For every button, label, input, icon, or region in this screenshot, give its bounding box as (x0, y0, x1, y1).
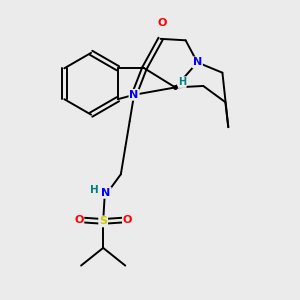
Text: S: S (99, 216, 107, 226)
Text: N: N (101, 188, 111, 198)
Text: N: N (193, 57, 202, 68)
Text: N: N (130, 90, 139, 100)
Text: O: O (74, 215, 83, 225)
Text: H: H (178, 77, 186, 87)
Text: O: O (158, 18, 167, 28)
Text: H: H (90, 185, 99, 195)
Text: O: O (123, 215, 132, 225)
